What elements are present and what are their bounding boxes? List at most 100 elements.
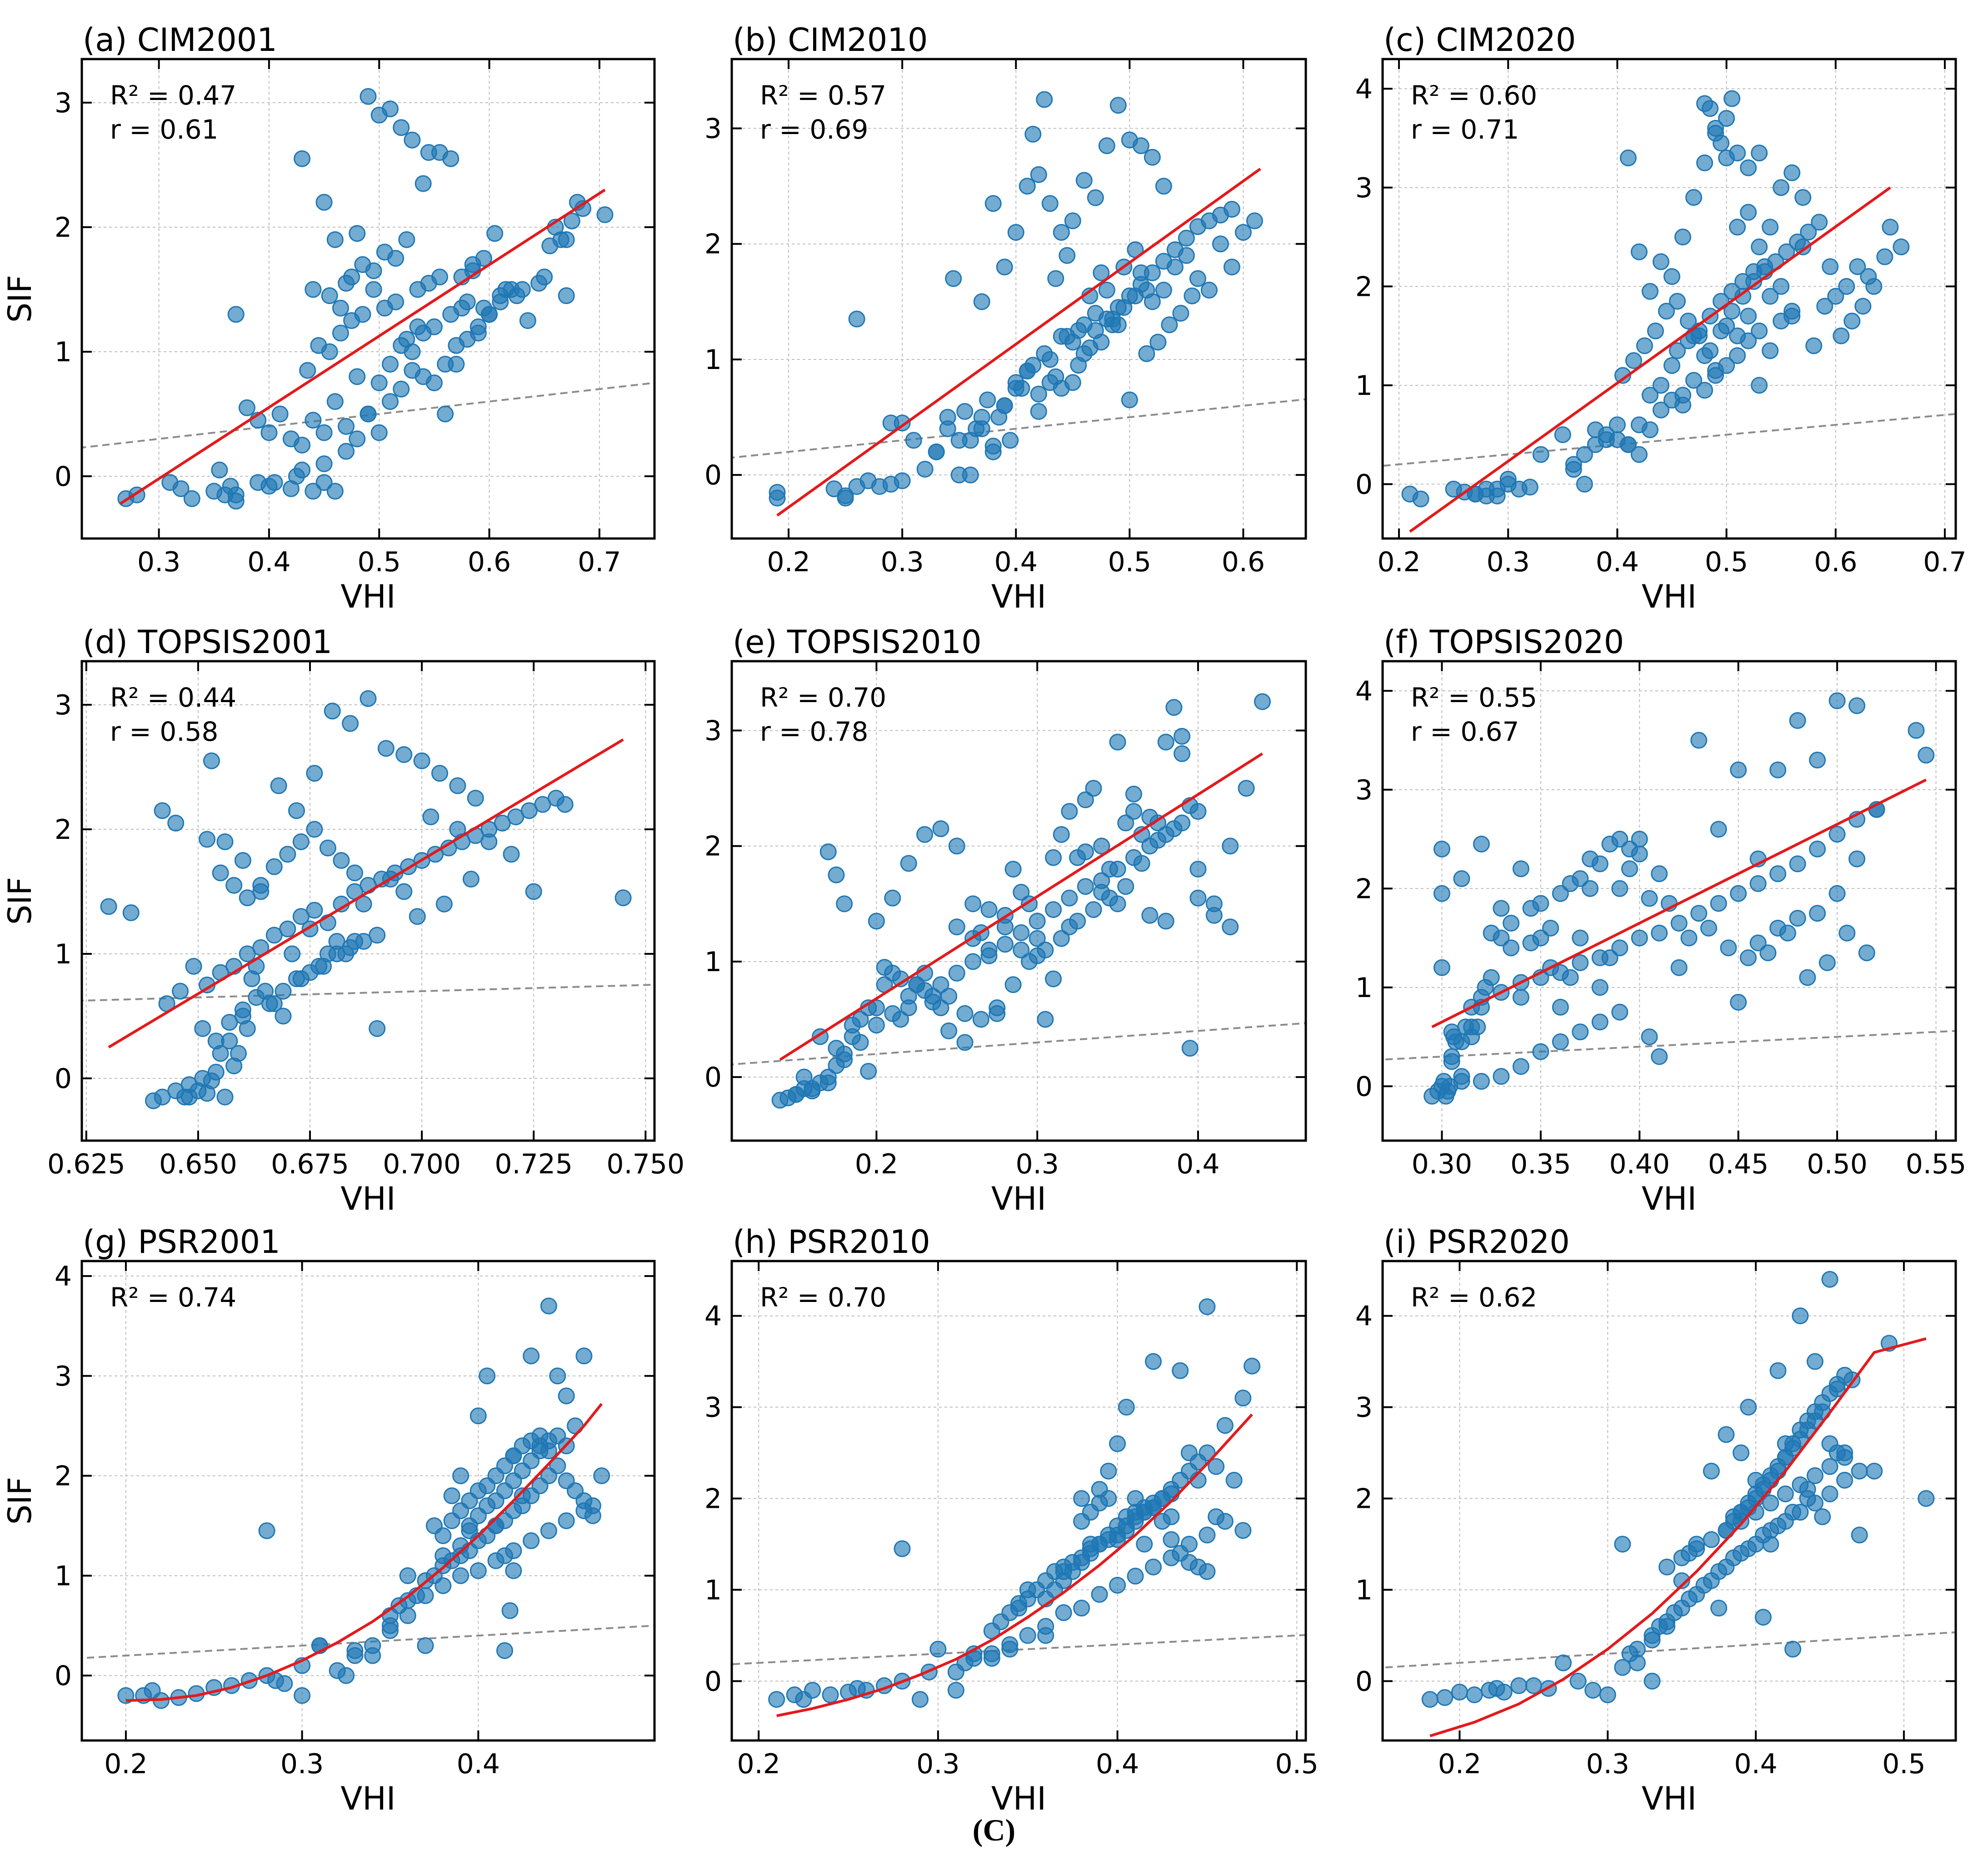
panel-title: (d) TOPSIS2001 <box>83 623 332 661</box>
data-point <box>1828 885 1846 902</box>
x-tick-label: 0.4 <box>247 546 290 578</box>
data-point <box>932 976 949 993</box>
data-point <box>1145 1558 1162 1576</box>
data-point <box>1663 357 1681 374</box>
data-point <box>346 1642 364 1659</box>
data-point <box>1174 745 1191 762</box>
data-point <box>1512 1058 1529 1075</box>
data-point <box>852 1034 869 1051</box>
data-point <box>1729 347 1746 364</box>
fit-line <box>108 738 624 1049</box>
data-point <box>1641 1028 1658 1046</box>
data-point <box>1749 875 1767 892</box>
data-point <box>1554 426 1571 444</box>
data-point <box>393 119 410 136</box>
panel-e: 0.2 0.3 0.4 0 1 2 3 (e) TOPSIS2010 VHI R² = 0.70r… <box>704 623 1307 1217</box>
data-point <box>1100 1490 1117 1507</box>
data-point <box>1777 1485 1794 1502</box>
data-point <box>1762 1495 1779 1512</box>
y-tick-label: 1 <box>55 938 72 970</box>
data-point <box>940 987 958 1005</box>
data-point <box>212 864 229 882</box>
data-point <box>1651 865 1668 883</box>
data-point <box>932 820 949 838</box>
data-point <box>1199 1444 1216 1461</box>
data-point <box>398 331 415 348</box>
data-point <box>1809 840 1826 858</box>
data-point <box>1733 1444 1750 1461</box>
y-tick-label: 1 <box>704 1574 722 1606</box>
data-point <box>1030 385 1047 403</box>
data-point <box>1734 288 1752 305</box>
figure-caption: (C) <box>973 1813 1015 1847</box>
data-point <box>984 195 1002 212</box>
data-point <box>1822 258 1839 275</box>
data-point <box>1234 1522 1252 1539</box>
data-point <box>227 486 245 504</box>
data-point <box>501 1602 519 1619</box>
data-point <box>1463 1018 1480 1036</box>
data-point <box>964 895 982 913</box>
data-point <box>575 1492 593 1509</box>
data-point <box>185 957 202 975</box>
data-point <box>275 1007 292 1025</box>
panel-title: (h) PSR2010 <box>733 1223 930 1261</box>
data-point <box>1630 446 1648 463</box>
r-squared-annotation: R² = 0.44 <box>110 682 236 713</box>
data-point <box>452 1467 470 1485</box>
r-squared-annotation: R² = 0.55 <box>1411 682 1537 713</box>
data-point <box>1510 1677 1528 1694</box>
data-point <box>326 393 344 410</box>
data-point <box>453 299 470 317</box>
data-point <box>1073 1600 1090 1617</box>
data-point <box>1223 200 1240 218</box>
data-point <box>973 293 990 310</box>
x-tick-label: 0.4 <box>1176 1148 1219 1180</box>
data-point <box>305 483 322 500</box>
data-point <box>1141 907 1159 924</box>
data-point <box>1740 159 1757 176</box>
panel-title: (f) TOPSIS2020 <box>1384 623 1624 661</box>
data-point <box>1234 224 1252 241</box>
y-tick-label: 3 <box>55 87 72 119</box>
panel-c: 0.2 0.3 0.4 0.5 0.6 0.7 0 1 2 3 4 (c) CIM2020 VHI R² … <box>1355 21 1967 615</box>
data-point <box>333 852 350 869</box>
data-point <box>1680 929 1698 947</box>
y-tick-label: 0 <box>55 461 72 493</box>
data-point <box>1723 303 1741 320</box>
y-tick-label: 4 <box>1355 1301 1373 1332</box>
data-point <box>1713 135 1730 152</box>
data-point <box>207 1063 225 1081</box>
data-point <box>1473 835 1490 853</box>
x-tick-label: 0.650 <box>159 1148 237 1180</box>
data-point <box>1702 100 1719 117</box>
data-point <box>1674 387 1692 404</box>
plot-frame <box>80 1260 656 1742</box>
data-point <box>1695 1576 1713 1594</box>
data-point <box>1055 1604 1072 1621</box>
data-point <box>1805 337 1823 354</box>
data-point <box>349 368 366 385</box>
data-point <box>1614 1536 1631 1553</box>
data-point <box>1200 281 1218 299</box>
data-point <box>1591 1013 1608 1031</box>
data-point <box>916 460 934 478</box>
x-tick-label: 0.4 <box>1596 546 1639 578</box>
data-point <box>1811 214 1828 231</box>
y-tick-label: 3 <box>1355 172 1373 204</box>
data-point <box>1098 137 1115 155</box>
data-point <box>1680 1591 1698 1608</box>
data-point <box>563 212 580 229</box>
data-point <box>596 206 614 224</box>
data-point <box>540 1467 557 1485</box>
data-point <box>1555 1654 1572 1671</box>
y-tick-label: 3 <box>1355 774 1373 806</box>
data-point <box>1663 268 1681 285</box>
data-point <box>1625 352 1642 369</box>
data-point <box>1208 1458 1225 1475</box>
panel-a: 0.3 0.4 0.5 0.6 0.7 0 1 2 3 (a) CIM2001 VHI SIF R² =… <box>1 21 656 615</box>
data-point <box>381 100 399 118</box>
data-point <box>435 1527 452 1544</box>
data-point <box>1029 913 1046 930</box>
data-point <box>1053 224 1070 241</box>
